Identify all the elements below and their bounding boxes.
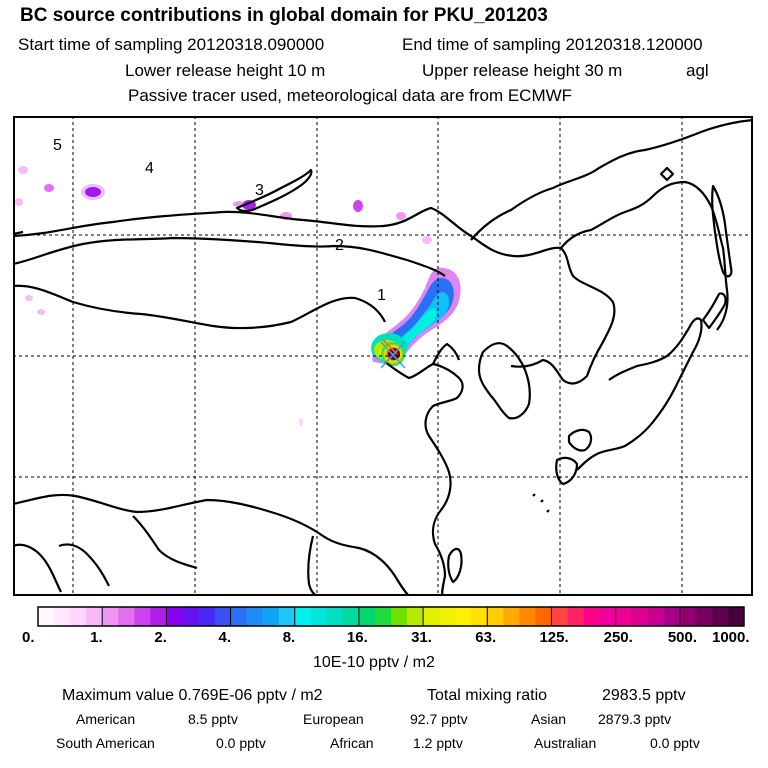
footprint-map: 5 4 3 2 1 — [13, 116, 753, 596]
region-name-african: African — [330, 735, 374, 751]
region-name-south-american: South American — [56, 735, 155, 751]
colorbar-cell — [535, 607, 552, 626]
region-label-5: 5 — [53, 137, 62, 154]
colorbar-cell — [198, 607, 215, 626]
colorbar-cell — [54, 607, 71, 626]
colorbar-tick-label: 4. — [218, 629, 232, 646]
colorbar-cell — [294, 607, 312, 626]
colorbar-cell — [487, 607, 504, 626]
region-label-1: 1 — [377, 287, 386, 304]
map-frame — [13, 116, 753, 596]
colorbar-cell — [86, 607, 103, 626]
region-name-european: European — [303, 711, 364, 727]
colorbar-cell — [118, 607, 135, 626]
region-value-south-american: 0.0 pptv — [216, 735, 266, 751]
colorbar-cell — [663, 607, 681, 626]
colorbar-tick-label: 125. — [539, 629, 569, 646]
colorbar-tick-label: 250. — [603, 629, 633, 646]
end-time-label: End time of sampling 20120318.120000 — [402, 35, 703, 54]
lower-release-label: Lower release height 10 m — [125, 61, 326, 80]
colorbar-cell — [230, 607, 247, 626]
max-value-label: Maximum value 0.769E-06 pptv / m2 — [62, 687, 323, 704]
colorbar-tick-label: 0. — [22, 629, 35, 646]
region-label-4: 4 — [145, 160, 154, 177]
colorbar — [37, 606, 745, 627]
colorbar-cell — [262, 607, 279, 626]
colorbar-cell — [647, 607, 665, 626]
start-time-label: Start time of sampling 20120318.090000 — [18, 35, 325, 54]
colorbar-cell — [182, 607, 199, 626]
region-name-asian: Asian — [531, 711, 567, 727]
colorbar-cell — [246, 607, 263, 626]
region-value-european: 92.7 pptv — [410, 711, 468, 727]
colorbar-cell — [358, 607, 376, 626]
region-value-australian: 0.0 pptv — [650, 735, 700, 751]
colorbar-tick-label: 1. — [90, 629, 103, 646]
colorbar-cell — [679, 607, 697, 626]
colorbar-cell — [583, 607, 600, 626]
colorbar-cell — [631, 607, 649, 626]
colorbar-cell — [70, 607, 87, 626]
colorbar-cell — [38, 607, 55, 626]
region-label-2: 2 — [335, 237, 344, 254]
region-value-african: 1.2 pptv — [413, 735, 463, 751]
colorbar-cell — [407, 607, 424, 626]
region-name-american: American — [76, 711, 136, 727]
colorbar-cell — [455, 607, 472, 626]
colorbar-cell — [615, 607, 632, 626]
colorbar-cell — [711, 607, 729, 626]
colorbar-frame — [37, 606, 745, 627]
colorbar-cell — [166, 607, 183, 626]
colorbar-cell — [391, 607, 408, 626]
tracer-note: Passive tracer used, meteorological data… — [128, 86, 573, 105]
colorbar-cell — [567, 607, 584, 626]
total-mixing-value: 2983.5 pptv — [602, 687, 686, 704]
colorbar-cell — [326, 607, 344, 626]
colorbar-cell — [310, 607, 328, 626]
agl-label: agl — [686, 61, 709, 80]
colorbar-cell — [150, 607, 167, 626]
colorbar-cell — [519, 607, 536, 626]
region-value-asian: 2879.3 pptv — [598, 711, 672, 727]
colorbar-cell — [727, 607, 745, 626]
colorbar-tick-label: 16. — [346, 629, 368, 646]
upper-release-label: Upper release height 30 m — [422, 61, 623, 80]
colorbar-tick-label: 2. — [154, 629, 167, 646]
colorbar-tick-label: 8. — [282, 629, 296, 646]
colorbar-tick-label: 1000. — [712, 629, 750, 646]
colorbar-cell — [278, 607, 296, 626]
colorbar-cell — [599, 607, 616, 626]
region-value-american: 8.5 pptv — [188, 711, 238, 727]
colorbar-tick-label: 500. — [667, 629, 698, 646]
x-marker-icon — [380, 339, 406, 369]
region-label-3: 3 — [255, 182, 264, 199]
colorbar-cell — [551, 607, 568, 626]
colorbar-cell — [695, 607, 713, 626]
colorbar-cell — [471, 607, 488, 626]
colorbar-cell — [134, 607, 151, 626]
colorbar-cell — [439, 607, 456, 626]
region-name-australian: Australian — [534, 735, 597, 751]
colorbar-cell — [374, 607, 392, 626]
colorbar-cell — [423, 607, 440, 626]
colorbar-tick-label: 63. — [475, 629, 497, 646]
colorbar-unit-label: 10E-10 pptv / m2 — [313, 654, 435, 671]
page-title: BC source contributions in global domain… — [20, 5, 548, 26]
colorbar-tick-label: 31. — [411, 629, 432, 646]
colorbar-cell — [214, 607, 231, 626]
colorbar-cell — [102, 607, 119, 626]
colorbar-cell — [503, 607, 520, 626]
total-mixing-label: Total mixing ratio — [427, 687, 548, 704]
coastlines — [13, 118, 753, 596]
colorbar-cell — [342, 607, 360, 626]
